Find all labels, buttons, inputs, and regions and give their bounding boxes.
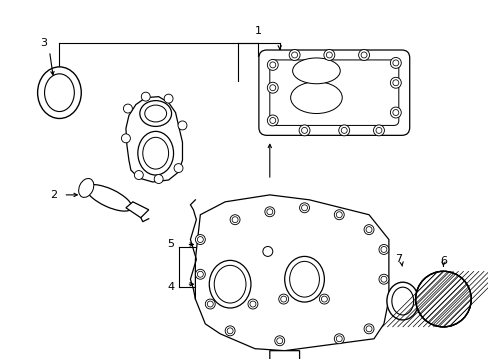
Ellipse shape xyxy=(334,210,344,220)
Circle shape xyxy=(416,272,471,327)
Ellipse shape xyxy=(86,185,132,211)
Ellipse shape xyxy=(232,217,238,223)
Ellipse shape xyxy=(301,205,308,211)
Ellipse shape xyxy=(326,52,332,58)
Ellipse shape xyxy=(141,92,150,101)
Ellipse shape xyxy=(277,338,283,344)
Text: 2: 2 xyxy=(50,190,57,200)
Ellipse shape xyxy=(197,237,203,243)
Ellipse shape xyxy=(268,115,278,126)
Ellipse shape xyxy=(387,282,418,320)
Ellipse shape xyxy=(38,67,81,118)
Text: 7: 7 xyxy=(395,255,402,264)
Ellipse shape xyxy=(270,85,276,91)
Ellipse shape xyxy=(364,324,374,334)
Ellipse shape xyxy=(321,296,327,302)
Ellipse shape xyxy=(336,212,342,218)
Ellipse shape xyxy=(250,301,256,307)
Ellipse shape xyxy=(154,175,163,184)
Ellipse shape xyxy=(391,107,401,118)
Ellipse shape xyxy=(379,274,389,284)
Ellipse shape xyxy=(393,109,399,116)
Ellipse shape xyxy=(267,209,273,215)
Ellipse shape xyxy=(393,80,399,86)
Ellipse shape xyxy=(164,94,173,103)
Circle shape xyxy=(416,271,471,327)
Ellipse shape xyxy=(301,127,308,133)
Ellipse shape xyxy=(79,179,94,197)
Ellipse shape xyxy=(205,299,215,309)
Ellipse shape xyxy=(45,74,74,112)
Ellipse shape xyxy=(275,336,285,346)
Ellipse shape xyxy=(324,50,335,60)
Ellipse shape xyxy=(270,62,276,68)
Ellipse shape xyxy=(196,269,205,279)
Ellipse shape xyxy=(281,296,287,302)
Ellipse shape xyxy=(391,77,401,88)
FancyBboxPatch shape xyxy=(259,50,410,135)
Ellipse shape xyxy=(293,58,340,84)
Ellipse shape xyxy=(339,125,350,136)
Ellipse shape xyxy=(207,301,213,307)
Ellipse shape xyxy=(196,235,205,244)
Text: 5: 5 xyxy=(167,239,174,249)
Ellipse shape xyxy=(285,256,324,302)
Ellipse shape xyxy=(364,225,374,235)
Ellipse shape xyxy=(299,125,310,136)
Ellipse shape xyxy=(270,117,276,123)
Ellipse shape xyxy=(359,50,369,60)
Ellipse shape xyxy=(230,215,240,225)
Ellipse shape xyxy=(279,294,289,304)
Ellipse shape xyxy=(268,82,278,93)
Ellipse shape xyxy=(393,60,399,66)
Polygon shape xyxy=(126,202,149,218)
Ellipse shape xyxy=(174,164,183,172)
Polygon shape xyxy=(196,195,389,351)
Ellipse shape xyxy=(373,125,385,136)
Polygon shape xyxy=(270,351,299,360)
FancyBboxPatch shape xyxy=(270,60,399,125)
Ellipse shape xyxy=(263,247,273,256)
Ellipse shape xyxy=(265,207,275,217)
Ellipse shape xyxy=(366,227,372,233)
Ellipse shape xyxy=(361,52,367,58)
Ellipse shape xyxy=(225,326,235,336)
Ellipse shape xyxy=(268,59,278,70)
Ellipse shape xyxy=(214,265,246,303)
Text: 1: 1 xyxy=(254,26,261,36)
Ellipse shape xyxy=(299,203,310,213)
Ellipse shape xyxy=(140,100,171,126)
Ellipse shape xyxy=(145,105,167,122)
Ellipse shape xyxy=(391,58,401,68)
Ellipse shape xyxy=(227,328,233,334)
Ellipse shape xyxy=(143,137,169,169)
Ellipse shape xyxy=(123,104,132,113)
Ellipse shape xyxy=(334,334,344,344)
Ellipse shape xyxy=(381,247,387,252)
Ellipse shape xyxy=(366,326,372,332)
Ellipse shape xyxy=(138,131,173,175)
Ellipse shape xyxy=(381,276,387,282)
Ellipse shape xyxy=(292,52,297,58)
Ellipse shape xyxy=(291,82,342,113)
Ellipse shape xyxy=(209,260,251,308)
Text: 4: 4 xyxy=(167,282,174,292)
Ellipse shape xyxy=(336,336,342,342)
Ellipse shape xyxy=(289,50,300,60)
Text: 3: 3 xyxy=(40,38,47,48)
Ellipse shape xyxy=(290,261,319,297)
Ellipse shape xyxy=(319,294,329,304)
Text: 6: 6 xyxy=(440,256,447,266)
Ellipse shape xyxy=(392,287,414,315)
Ellipse shape xyxy=(248,299,258,309)
Ellipse shape xyxy=(341,127,347,133)
Ellipse shape xyxy=(379,244,389,255)
Ellipse shape xyxy=(197,271,203,277)
Ellipse shape xyxy=(376,127,382,133)
Polygon shape xyxy=(126,96,182,182)
Ellipse shape xyxy=(122,134,130,143)
Ellipse shape xyxy=(178,121,187,130)
Ellipse shape xyxy=(134,171,143,180)
